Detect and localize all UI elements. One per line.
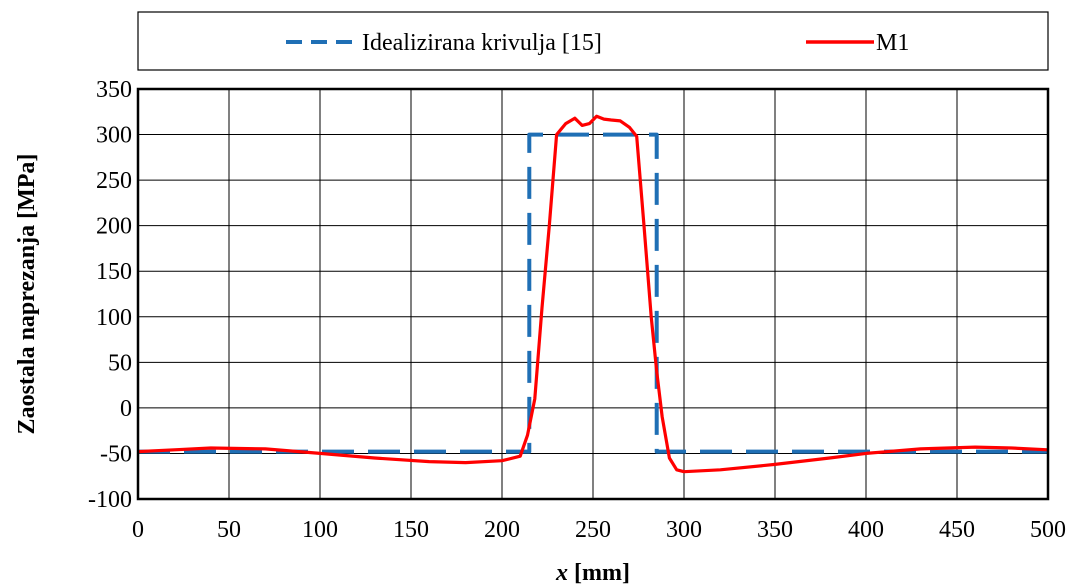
legend-label-idealizirana: Idealizirana krivulja [15] [362, 30, 602, 56]
x-tick-labels: 0 50 100 150 200 250 300 350 400 450 500 [132, 517, 1066, 543]
x-tick-label: 0 [132, 517, 144, 543]
x-tick-label: 450 [939, 517, 975, 543]
x-tick-label: 50 [217, 517, 241, 543]
legend: Idealizirana krivulja [15] M1 [137, 11, 1049, 71]
series-line-m1 [137, 114, 1049, 474]
y-tick-label: 0 [120, 396, 132, 422]
y-tick-label: 150 [96, 259, 132, 285]
y-tick-label: -50 [100, 441, 132, 467]
series-line-idealizirana [138, 132, 1048, 454]
y-tick-label: -100 [88, 487, 132, 513]
y-tick-labels: -100 -50 0 50 100 150 200 250 300 350 [88, 77, 132, 513]
x-tick-label: 350 [757, 517, 793, 543]
x-axis-title: x [mm] [555, 560, 630, 586]
y-tick-label: 250 [96, 168, 132, 194]
x-tick-label: 300 [666, 517, 702, 543]
plot-area-border [136, 87, 1050, 501]
x-tick-label: 150 [393, 517, 429, 543]
series-layer [137, 114, 1049, 474]
x-tick-label: 400 [848, 517, 884, 543]
x-tick-label: 100 [302, 517, 338, 543]
x-axis-unit: [mm] [568, 560, 630, 586]
legend-item-idealizirana: Idealizirana krivulja [15] [286, 30, 602, 56]
y-axis-title: Zaostala naprezanja [MPa] [14, 154, 40, 435]
y-tick-label: 200 [96, 214, 132, 240]
x-tick-label: 250 [575, 517, 611, 543]
x-tick-label: 500 [1030, 517, 1066, 543]
legend-label-m1: M1 [876, 30, 909, 56]
y-tick-label: 350 [96, 77, 132, 103]
legend-item-m1: M1 [806, 30, 909, 56]
y-tick-label: 100 [96, 305, 132, 331]
y-tick-label: 300 [96, 123, 132, 149]
y-tick-label: 50 [108, 350, 132, 376]
x-axis-var: x [555, 560, 568, 586]
x-tick-label: 200 [484, 517, 520, 543]
grid [137, 88, 1049, 500]
